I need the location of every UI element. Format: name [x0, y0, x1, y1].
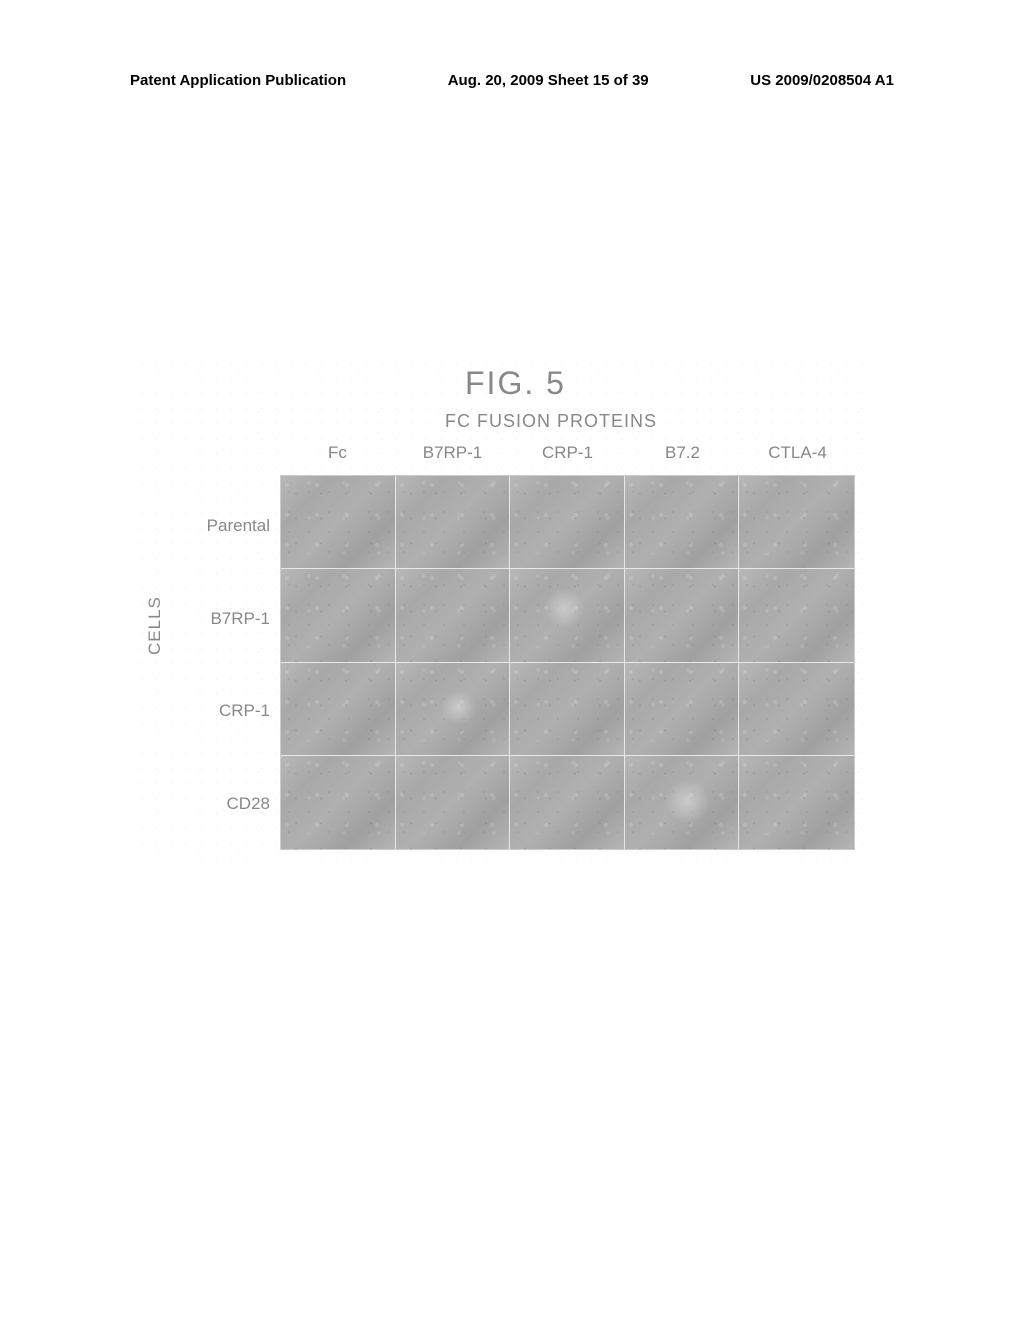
- grid-cell: [396, 663, 511, 755]
- row-labels: Parental B7RP-1 CRP-1 CD28: [195, 480, 270, 850]
- y-axis-label: CELLS: [145, 596, 165, 655]
- col-header-crp1: CRP-1: [510, 443, 625, 463]
- grid-cell: [396, 756, 511, 849]
- grid-cell: [739, 569, 854, 661]
- figure-subtitle: FC FUSION PROTEINS: [445, 411, 657, 432]
- col-header-fc: Fc: [280, 443, 395, 463]
- grid-cell: [510, 476, 625, 568]
- publication-number: US 2009/0208504 A1: [750, 72, 894, 89]
- grid-cell: [396, 569, 511, 661]
- grid-cell: [510, 663, 625, 755]
- grid-cell: [739, 756, 854, 849]
- row-label-b7rp1: B7RP-1: [195, 573, 270, 665]
- grid-cell: [510, 569, 625, 661]
- publication-type: Patent Application Publication: [130, 72, 346, 89]
- figure-5: FIG. 5 FC FUSION PROTEINS Fc B7RP-1 CRP-…: [155, 365, 870, 855]
- grid-cell: [396, 476, 511, 568]
- page-header: Patent Application Publication Aug. 20, …: [130, 72, 894, 89]
- figure-title: FIG. 5: [465, 365, 566, 402]
- row-label-cd28: CD28: [195, 758, 270, 850]
- grid-cell: [281, 756, 396, 849]
- row-label-parental: Parental: [195, 480, 270, 572]
- col-header-ctla4: CTLA-4: [740, 443, 855, 463]
- grid-row: [281, 569, 854, 662]
- grid-cell: [281, 663, 396, 755]
- grid-cell: [739, 476, 854, 568]
- grid-cell: [625, 663, 740, 755]
- grid-cell: [625, 756, 740, 849]
- grid-row: [281, 476, 854, 569]
- date-sheet-info: Aug. 20, 2009 Sheet 15 of 39: [448, 72, 649, 89]
- col-header-b7rp1: B7RP-1: [395, 443, 510, 463]
- grid-cell: [625, 569, 740, 661]
- grid-cell: [510, 756, 625, 849]
- grid-cell: [625, 476, 740, 568]
- column-headers: Fc B7RP-1 CRP-1 B7.2 CTLA-4: [280, 443, 855, 463]
- grid-cell: [739, 663, 854, 755]
- assay-grid: [280, 475, 855, 850]
- grid-cell: [281, 476, 396, 568]
- col-header-b72: B7.2: [625, 443, 740, 463]
- grid-cell: [281, 569, 396, 661]
- grid-row: [281, 756, 854, 849]
- grid-row: [281, 663, 854, 756]
- row-label-crp1: CRP-1: [195, 665, 270, 757]
